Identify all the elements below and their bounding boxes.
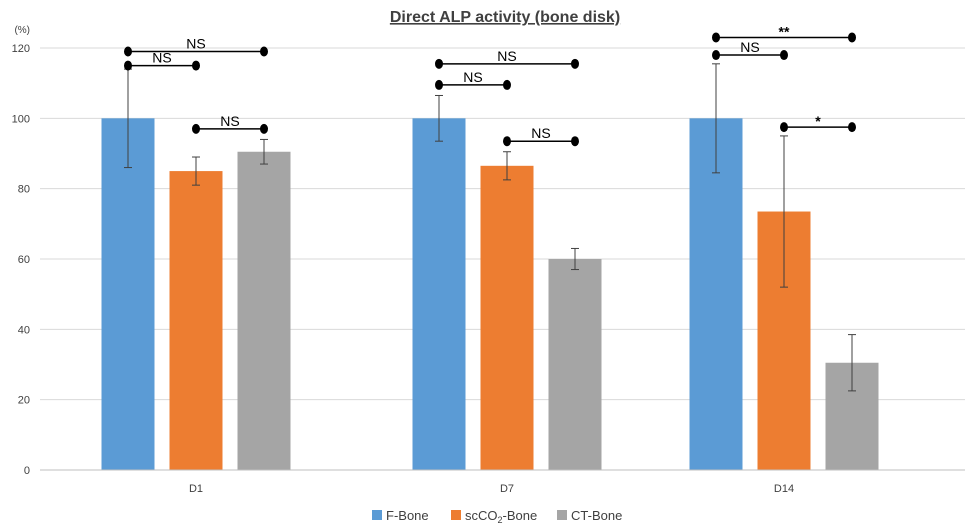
bar <box>169 171 223 471</box>
significance-marker <box>848 32 856 43</box>
bars-layer <box>101 118 879 471</box>
legend-swatch <box>451 510 461 520</box>
significance-label: ** <box>779 23 790 39</box>
legend-label: scCO2-Bone <box>465 508 537 525</box>
y-tick-label: 120 <box>12 43 30 55</box>
y-tick-label: 80 <box>18 184 30 196</box>
x-tick-label: D14 <box>774 483 794 495</box>
y-tick-label: 100 <box>12 113 30 125</box>
significance-marker <box>503 79 511 90</box>
bar <box>689 118 743 470</box>
y-tick-label: 0 <box>24 465 30 477</box>
y-tick-label: 40 <box>18 324 30 336</box>
significance-marker <box>848 122 856 133</box>
error-bars-layer <box>124 63 856 392</box>
x-tick-label: D7 <box>500 483 514 495</box>
significance-marker <box>571 136 579 147</box>
significance-marker <box>712 50 720 61</box>
bar <box>548 259 602 470</box>
legend: F-Bone scCO2-Bone CT-Bone <box>372 508 622 525</box>
significance-label: NS <box>740 39 759 55</box>
bar <box>237 151 291 470</box>
legend-label: CT-Bone <box>571 508 622 523</box>
significance-label: * <box>815 113 821 129</box>
significance-label: NS <box>220 113 239 129</box>
significance-marker <box>192 60 200 71</box>
significance-marker <box>780 122 788 133</box>
significance-marker <box>124 46 132 57</box>
significance-label: NS <box>152 50 171 66</box>
chart-title: Direct ALP activity (bone disk) <box>390 9 620 26</box>
significance-marker <box>260 46 268 57</box>
legend-swatch <box>557 510 567 520</box>
significance-marker <box>571 58 579 69</box>
significance-marker <box>780 50 788 61</box>
significance-layer: NS NS NS NS NS NS ** NS * <box>124 23 856 147</box>
y-tick-label: 60 <box>18 254 30 266</box>
significance-marker <box>260 123 268 134</box>
significance-label: NS <box>463 69 482 85</box>
legend-swatch <box>372 510 382 520</box>
bar <box>101 118 155 470</box>
significance-label: NS <box>186 36 205 52</box>
significance-marker <box>712 32 720 43</box>
significance-label: NS <box>497 48 516 64</box>
y-axis-unit-label: (%) <box>14 25 30 36</box>
x-axis: D1 D7 D14 <box>40 469 965 495</box>
x-tick-label: D1 <box>189 483 203 495</box>
bar <box>412 118 466 470</box>
significance-marker <box>503 136 511 147</box>
y-tick-label: 20 <box>18 395 30 407</box>
bar <box>480 165 534 470</box>
significance-marker <box>435 58 443 69</box>
legend-label: F-Bone <box>386 508 429 523</box>
significance-marker <box>192 123 200 134</box>
significance-marker <box>435 79 443 90</box>
significance-label: NS <box>531 125 550 141</box>
significance-marker <box>124 60 132 71</box>
